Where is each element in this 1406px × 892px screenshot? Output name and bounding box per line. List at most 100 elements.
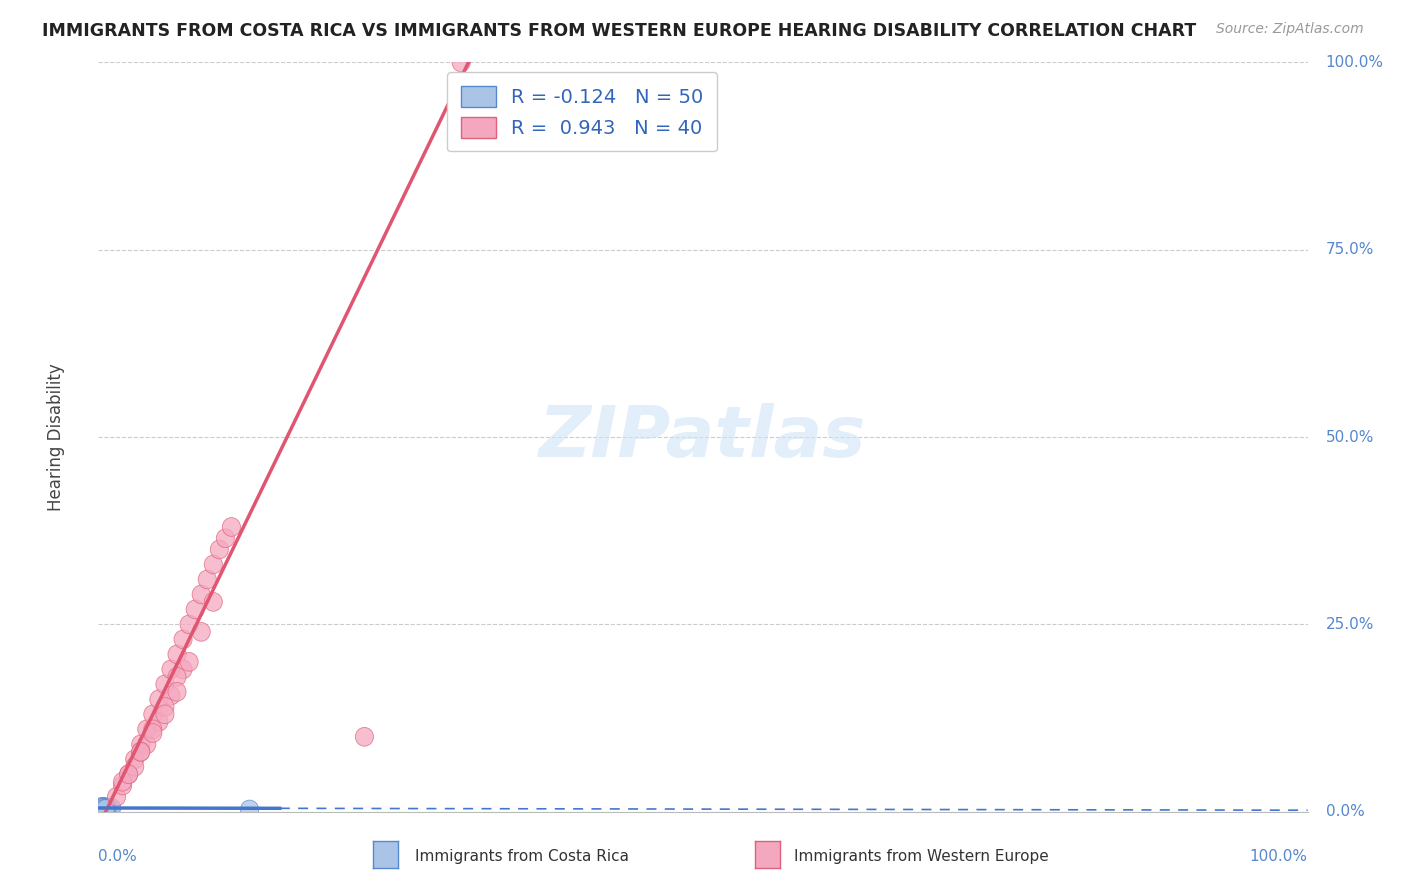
Ellipse shape xyxy=(100,800,118,819)
Text: Immigrants from Western Europe: Immigrants from Western Europe xyxy=(794,849,1049,863)
Ellipse shape xyxy=(156,675,174,694)
Ellipse shape xyxy=(453,54,470,72)
Ellipse shape xyxy=(97,799,115,818)
Ellipse shape xyxy=(240,800,259,819)
Text: Immigrants from Costa Rica: Immigrants from Costa Rica xyxy=(415,849,628,863)
Ellipse shape xyxy=(91,797,110,816)
Ellipse shape xyxy=(193,623,211,641)
Ellipse shape xyxy=(167,667,186,686)
Ellipse shape xyxy=(150,713,167,731)
Text: 0.0%: 0.0% xyxy=(98,849,138,864)
Ellipse shape xyxy=(198,570,217,589)
Text: 0.0%: 0.0% xyxy=(1326,805,1364,819)
Text: IMMIGRANTS FROM COSTA RICA VS IMMIGRANTS FROM WESTERN EUROPE HEARING DISABILITY : IMMIGRANTS FROM COSTA RICA VS IMMIGRANTS… xyxy=(42,22,1197,40)
Ellipse shape xyxy=(94,798,112,817)
Ellipse shape xyxy=(125,750,143,769)
Ellipse shape xyxy=(93,797,111,816)
Ellipse shape xyxy=(217,529,235,548)
Ellipse shape xyxy=(97,800,115,819)
Ellipse shape xyxy=(93,799,111,818)
Ellipse shape xyxy=(93,800,111,819)
Ellipse shape xyxy=(96,798,114,817)
Ellipse shape xyxy=(91,799,110,818)
Ellipse shape xyxy=(222,517,240,536)
Ellipse shape xyxy=(93,798,111,817)
Ellipse shape xyxy=(93,798,111,817)
Text: 100.0%: 100.0% xyxy=(1326,55,1384,70)
Ellipse shape xyxy=(204,555,222,574)
Ellipse shape xyxy=(211,540,228,558)
Ellipse shape xyxy=(98,798,117,817)
Ellipse shape xyxy=(98,799,115,818)
Ellipse shape xyxy=(174,630,193,648)
Ellipse shape xyxy=(162,660,180,679)
Text: ZIPatlas: ZIPatlas xyxy=(540,402,866,472)
Ellipse shape xyxy=(156,698,174,716)
Ellipse shape xyxy=(94,800,112,819)
Ellipse shape xyxy=(97,799,115,818)
Ellipse shape xyxy=(138,720,156,739)
Ellipse shape xyxy=(93,798,111,817)
Ellipse shape xyxy=(97,800,115,819)
Ellipse shape xyxy=(114,772,132,791)
Ellipse shape xyxy=(98,797,115,816)
Ellipse shape xyxy=(120,765,138,784)
Ellipse shape xyxy=(132,742,150,761)
Ellipse shape xyxy=(94,799,112,818)
Ellipse shape xyxy=(143,723,162,742)
Ellipse shape xyxy=(91,798,110,817)
Ellipse shape xyxy=(94,797,112,816)
Ellipse shape xyxy=(193,585,211,604)
Ellipse shape xyxy=(356,728,374,746)
Ellipse shape xyxy=(150,690,167,708)
Ellipse shape xyxy=(186,600,204,619)
Ellipse shape xyxy=(93,799,111,818)
Text: Source: ZipAtlas.com: Source: ZipAtlas.com xyxy=(1216,22,1364,37)
Ellipse shape xyxy=(94,797,112,816)
Legend: R = -0.124   N = 50, R =  0.943   N = 40: R = -0.124 N = 50, R = 0.943 N = 40 xyxy=(447,72,717,152)
Ellipse shape xyxy=(96,799,114,818)
Ellipse shape xyxy=(98,799,115,818)
Ellipse shape xyxy=(103,798,121,817)
Ellipse shape xyxy=(94,800,112,819)
Ellipse shape xyxy=(94,799,112,818)
Ellipse shape xyxy=(167,645,186,664)
Ellipse shape xyxy=(101,799,120,818)
Text: 50.0%: 50.0% xyxy=(1326,430,1374,444)
Ellipse shape xyxy=(94,798,112,817)
Ellipse shape xyxy=(97,800,115,819)
Ellipse shape xyxy=(97,800,115,819)
Ellipse shape xyxy=(107,788,125,806)
Ellipse shape xyxy=(97,798,115,817)
Text: 100.0%: 100.0% xyxy=(1250,849,1308,864)
Ellipse shape xyxy=(91,800,110,819)
Ellipse shape xyxy=(96,799,114,818)
Ellipse shape xyxy=(204,592,222,611)
Text: Hearing Disability: Hearing Disability xyxy=(46,363,65,511)
Ellipse shape xyxy=(180,653,198,672)
Ellipse shape xyxy=(162,686,180,705)
Ellipse shape xyxy=(120,765,138,784)
Ellipse shape xyxy=(93,797,111,816)
Ellipse shape xyxy=(96,800,114,819)
Ellipse shape xyxy=(96,800,114,819)
Text: 25.0%: 25.0% xyxy=(1326,617,1374,632)
Ellipse shape xyxy=(125,757,143,776)
Ellipse shape xyxy=(114,776,132,795)
Ellipse shape xyxy=(132,742,150,761)
Ellipse shape xyxy=(143,720,162,739)
Ellipse shape xyxy=(96,800,114,819)
Ellipse shape xyxy=(156,705,174,723)
Ellipse shape xyxy=(94,800,112,819)
Ellipse shape xyxy=(96,800,114,819)
Ellipse shape xyxy=(98,800,115,819)
Ellipse shape xyxy=(93,797,111,816)
Ellipse shape xyxy=(180,615,198,633)
Ellipse shape xyxy=(174,660,193,679)
Ellipse shape xyxy=(138,735,156,754)
Ellipse shape xyxy=(143,705,162,723)
Ellipse shape xyxy=(96,797,114,816)
Ellipse shape xyxy=(94,798,112,817)
Ellipse shape xyxy=(96,799,114,818)
Ellipse shape xyxy=(132,735,150,754)
